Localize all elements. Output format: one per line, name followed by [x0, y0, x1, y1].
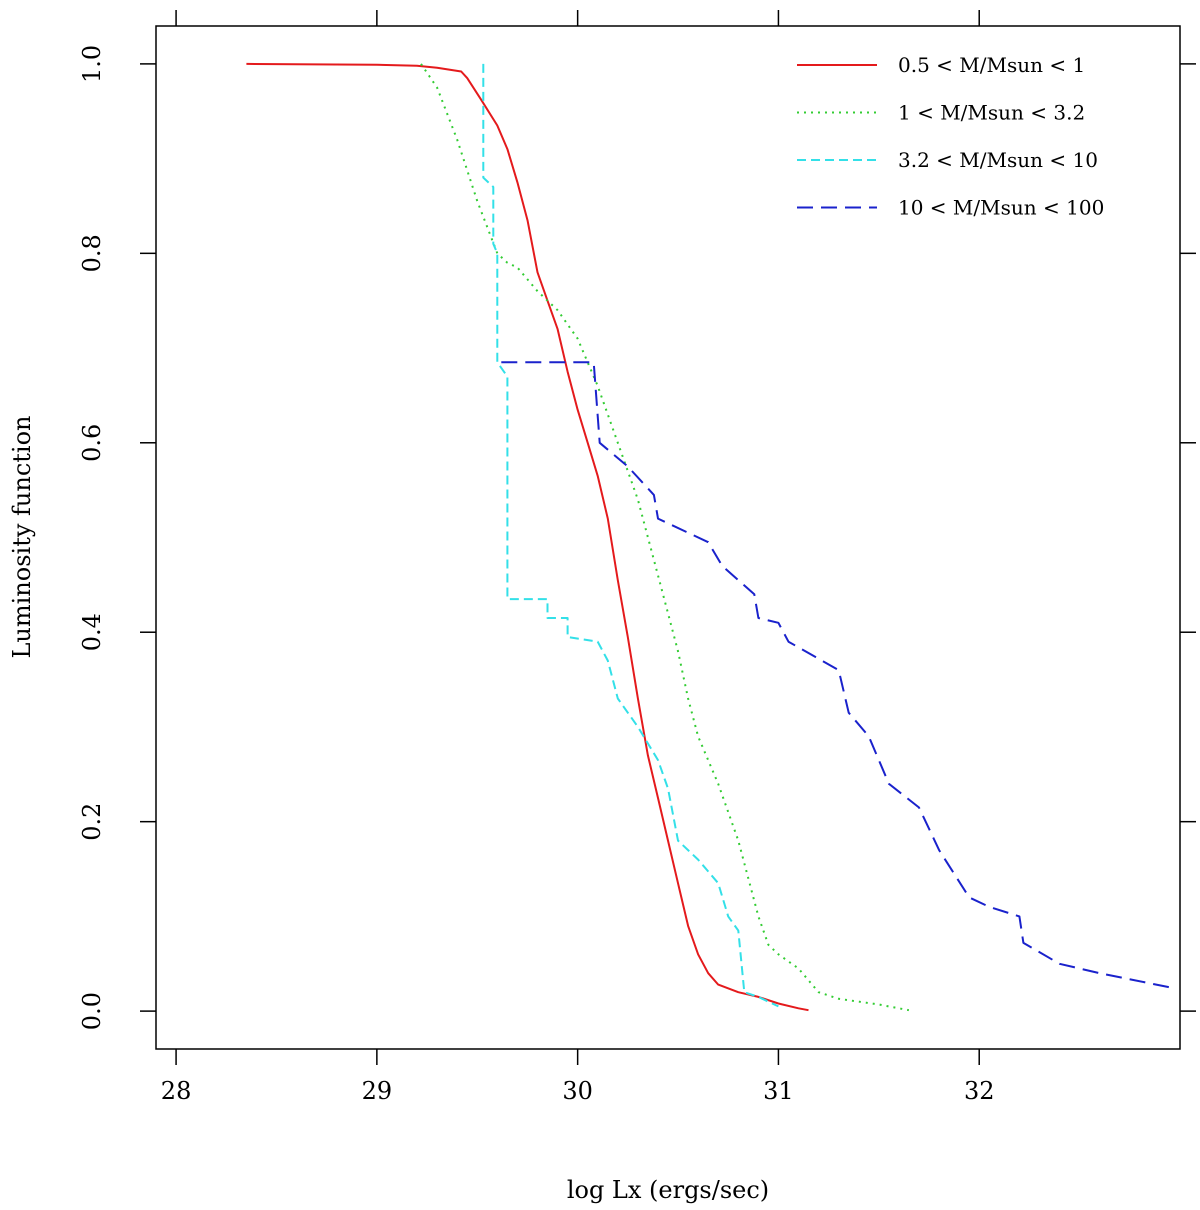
y-tick-label: 0.0 — [78, 992, 106, 1030]
x-tick-label: 32 — [964, 1077, 995, 1105]
plot-frame — [155, 25, 1181, 1050]
x-tick-label: 31 — [763, 1077, 794, 1105]
x-tick-label: 30 — [562, 1077, 593, 1105]
y-axis-left: 0.0 0.2 0.4 0.6 0.8 1.0 — [78, 45, 156, 1030]
legend-label: 1 < M/Msun < 3.2 — [898, 101, 1085, 125]
x-axis-bottom: 28 29 30 31 32 — [161, 1049, 995, 1105]
x-tick-label: 28 — [161, 1077, 192, 1105]
series-line-2 — [420, 63, 910, 1012]
y-tick-label: 0.2 — [78, 803, 106, 841]
y-tick-label: 0.6 — [78, 424, 106, 462]
legend-label: 10 < M/Msun < 100 — [898, 196, 1104, 220]
x-axis-label: log Lx (ergs/sec) — [567, 1176, 769, 1204]
legend: 0.5 < M/Msun < 1 1 < M/Msun < 3.2 3.2 < M/… — [797, 53, 1104, 220]
series-line-3 — [482, 63, 779, 1008]
x-axis-top — [175, 10, 980, 26]
series-line-4 — [501, 361, 1171, 989]
legend-label: 3.2 < M/Msun < 10 — [898, 148, 1098, 172]
y-tick-label: 0.4 — [78, 613, 106, 651]
series-line-1 — [246, 62, 809, 1012]
x-tick-label: 29 — [362, 1077, 393, 1105]
series-layer — [246, 62, 1171, 1012]
y-tick-label: 1.0 — [78, 45, 106, 83]
legend-label: 0.5 < M/Msun < 1 — [898, 53, 1085, 77]
y-axis-label: Luminosity function — [8, 415, 36, 658]
y-axis-right — [1180, 63, 1196, 1012]
y-tick-label: 0.8 — [78, 234, 106, 272]
